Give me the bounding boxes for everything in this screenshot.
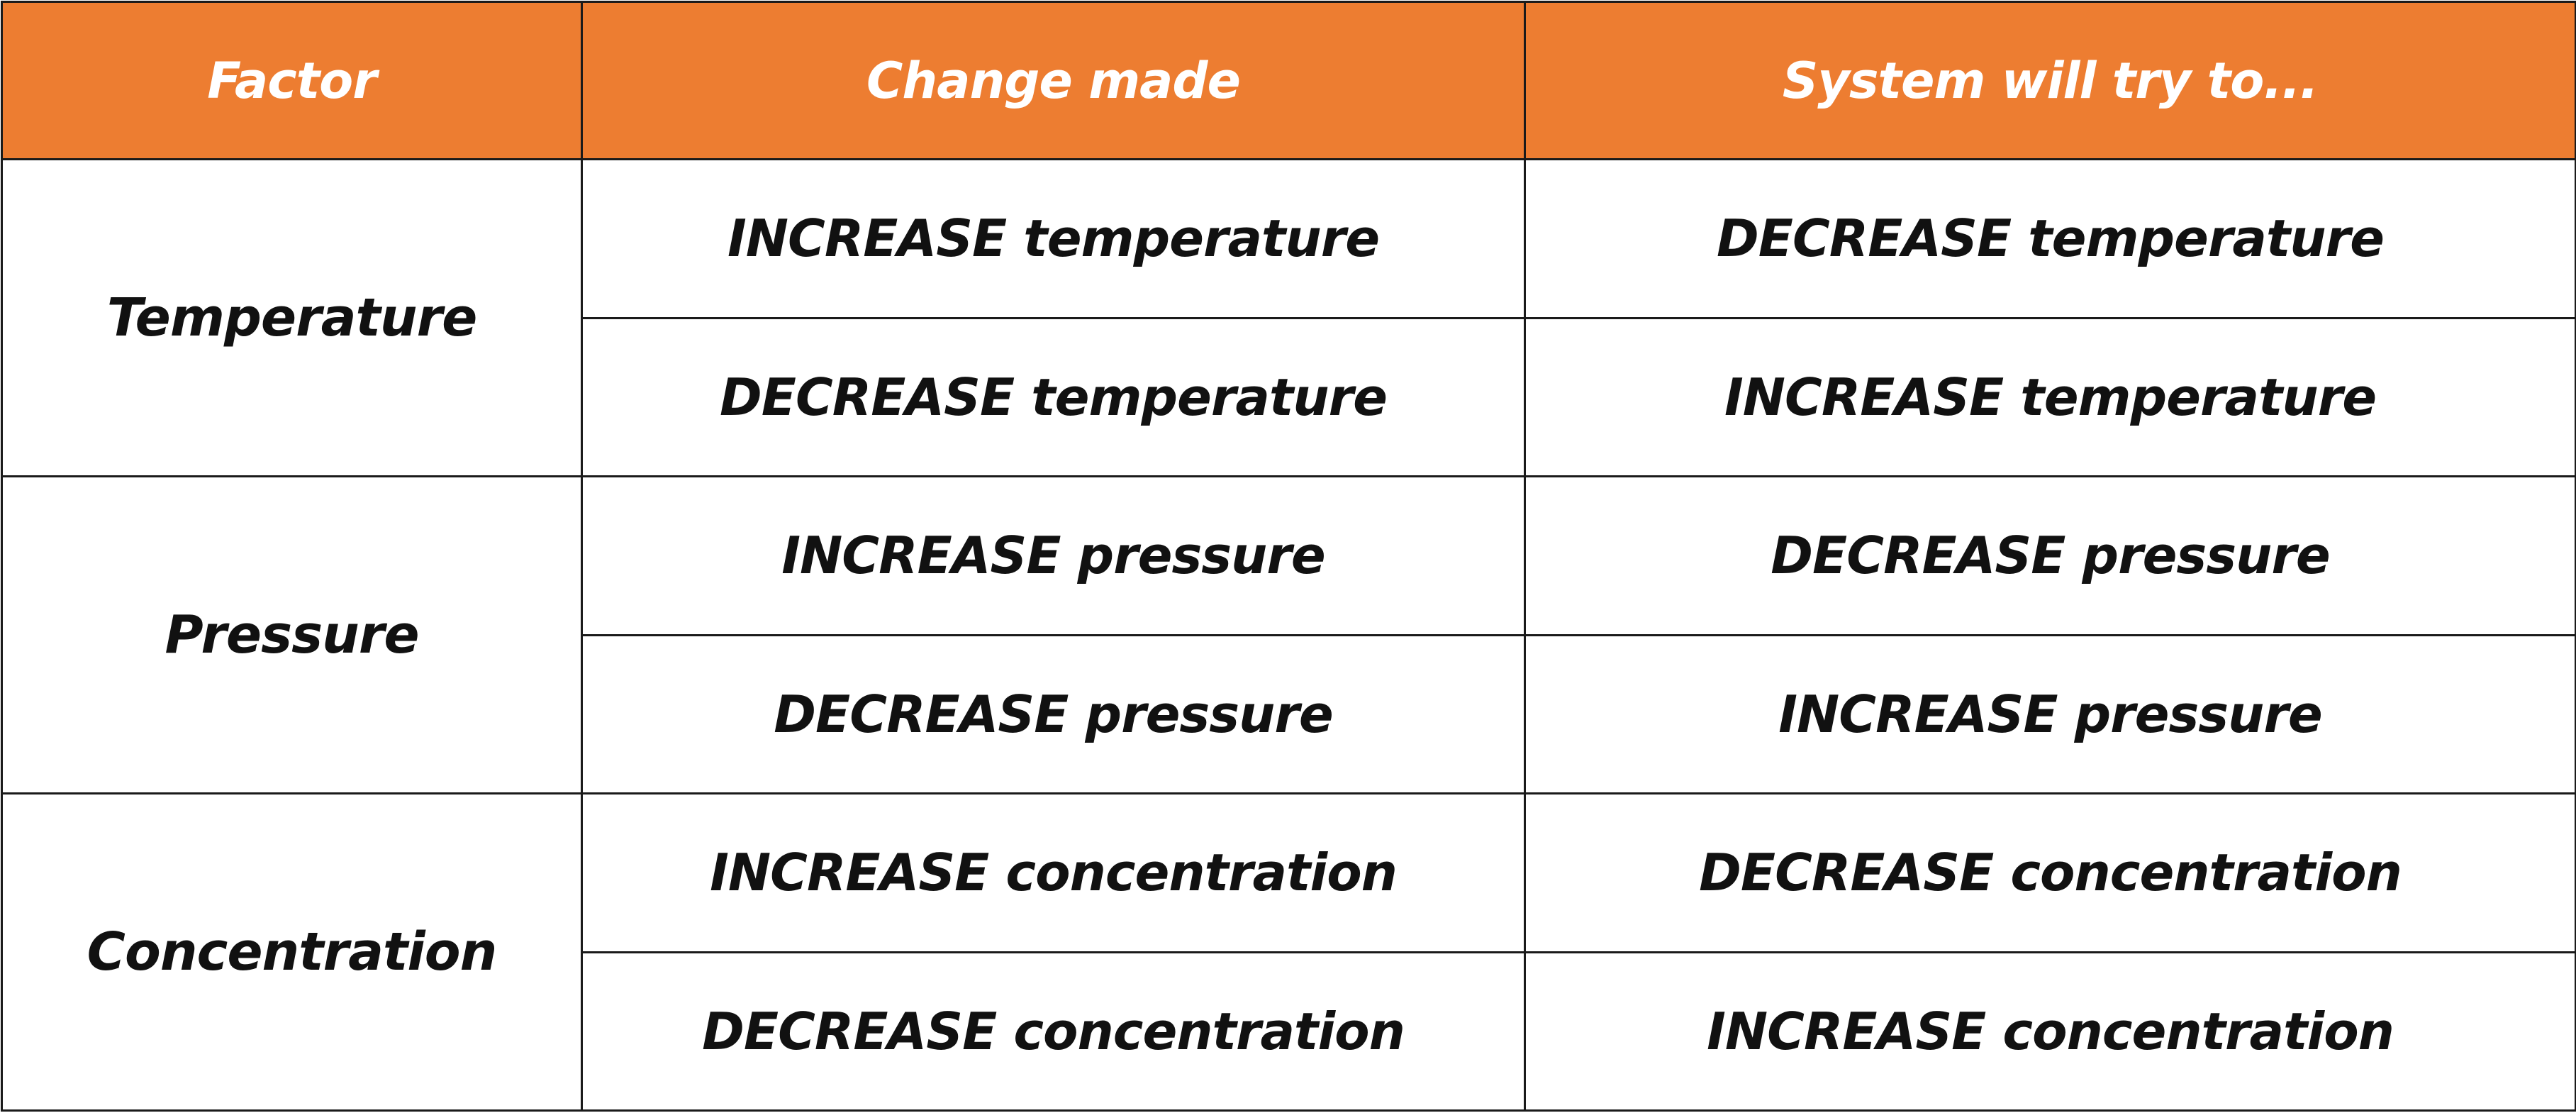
factor-cell-concentration: Concentration (1, 792, 583, 1112)
change-cell: DECREASE temperature (581, 316, 1526, 477)
factor-cell-pressure: Pressure (1, 475, 583, 794)
response-cell: INCREASE pressure (1524, 633, 2576, 794)
change-cell: DECREASE concentration (581, 951, 1526, 1112)
table-body: Temperature INCREASE temperature DECREAS… (1, 158, 2576, 1112)
response-cell: INCREASE concentration (1524, 951, 2576, 1112)
header-system-response: System will try to... (1524, 1, 2576, 160)
change-cell: INCREASE concentration (581, 792, 1526, 953)
response-cell: DECREASE concentration (1524, 792, 2576, 953)
table-row: DECREASE pressure INCREASE pressure (2, 633, 2576, 794)
header-row: Factor Change made System will try to... (1, 1, 2576, 160)
response-cell: DECREASE temperature (1524, 158, 2576, 319)
change-cell: INCREASE temperature (581, 158, 1526, 319)
change-cell: DECREASE pressure (581, 633, 1526, 794)
table-header: Factor Change made System will try to... (1, 1, 2576, 160)
factor-cell-temperature: Temperature (1, 158, 583, 477)
table-row: Temperature INCREASE temperature DECREAS… (1, 158, 2576, 477)
table-row: DECREASE concentration INCREASE concentr… (2, 951, 2576, 1112)
table-row: Concentration INCREASE concentration DEC… (1, 792, 2576, 1112)
table-row: DECREASE temperature INCREASE temperatur… (2, 316, 2576, 477)
response-cell: INCREASE temperature (1524, 316, 2576, 477)
table-row: Pressure INCREASE pressure DECREASE pres… (1, 475, 2576, 794)
change-cell: INCREASE pressure (581, 475, 1526, 636)
header-change-made: Change made (581, 1, 1526, 160)
header-factor: Factor (1, 1, 583, 160)
response-cell: DECREASE pressure (1524, 475, 2576, 636)
